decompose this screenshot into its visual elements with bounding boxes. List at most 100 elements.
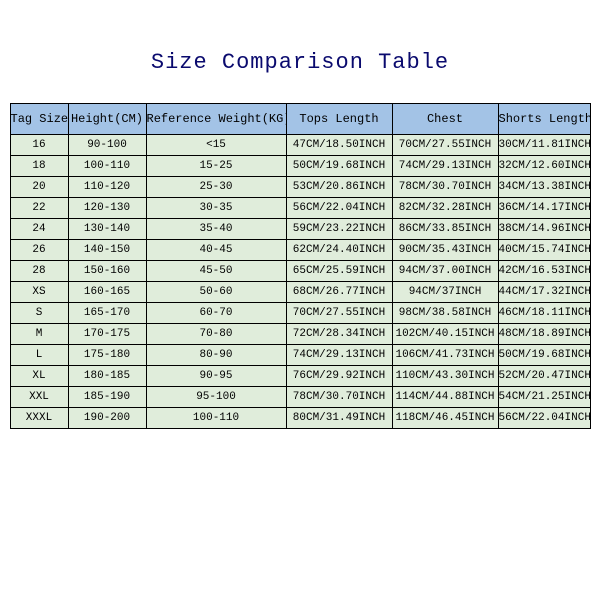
table-row: 20110-12025-3053CM/20.86INCH78CM/30.70IN… [10, 177, 590, 198]
table-cell: 28 [10, 261, 68, 282]
table-cell: 150-160 [68, 261, 146, 282]
table-cell: 50-60 [146, 282, 286, 303]
table-row: XS160-16550-6068CM/26.77INCH94CM/37INCH4… [10, 282, 590, 303]
table-cell: 52CM/20.47INCH [498, 366, 590, 387]
table-cell: 30CM/11.81INCH [498, 135, 590, 156]
table-cell: 36CM/14.17INCH [498, 198, 590, 219]
table-cell: 46CM/18.11INCH [498, 303, 590, 324]
table-header-row: Tag Size Height(CM) Reference Weight(KG)… [10, 104, 590, 135]
table-cell: 65CM/25.59INCH [286, 261, 392, 282]
table-body: 1690-100<1547CM/18.50INCH70CM/27.55INCH3… [10, 135, 590, 429]
table-row: XXL185-19095-10078CM/30.70INCH114CM/44.8… [10, 387, 590, 408]
table-cell: 54CM/21.25INCH [498, 387, 590, 408]
table-cell: 76CM/29.92INCH [286, 366, 392, 387]
table-cell: 59CM/23.22INCH [286, 219, 392, 240]
table-cell: 18 [10, 156, 68, 177]
table-row: L175-18080-9074CM/29.13INCH106CM/41.73IN… [10, 345, 590, 366]
col-reference-weight: Reference Weight(KG) [146, 104, 286, 135]
table-cell: XL [10, 366, 68, 387]
table-cell: 130-140 [68, 219, 146, 240]
table-row: S165-17060-7070CM/27.55INCH98CM/38.58INC… [10, 303, 590, 324]
table-row: M170-17570-8072CM/28.34INCH102CM/40.15IN… [10, 324, 590, 345]
table-cell: 175-180 [68, 345, 146, 366]
table-cell: 185-190 [68, 387, 146, 408]
table-cell: 102CM/40.15INCH [392, 324, 498, 345]
col-tops-length: Tops Length [286, 104, 392, 135]
table-row: 24130-14035-4059CM/23.22INCH86CM/33.85IN… [10, 219, 590, 240]
table-cell: 180-185 [68, 366, 146, 387]
table-cell: 15-25 [146, 156, 286, 177]
table-cell: 42CM/16.53INCH [498, 261, 590, 282]
table-cell: 140-150 [68, 240, 146, 261]
table-cell: 16 [10, 135, 68, 156]
table-cell: L [10, 345, 68, 366]
table-cell: 50CM/19.68INCH [498, 345, 590, 366]
table-cell: 24 [10, 219, 68, 240]
table-cell: 74CM/29.13INCH [392, 156, 498, 177]
table-cell: 90-100 [68, 135, 146, 156]
table-cell: 170-175 [68, 324, 146, 345]
table-cell: 26 [10, 240, 68, 261]
table-cell: 80-90 [146, 345, 286, 366]
table-cell: 53CM/20.86INCH [286, 177, 392, 198]
col-shorts-length: Shorts Length [498, 104, 590, 135]
table-cell: 38CM/14.96INCH [498, 219, 590, 240]
table-cell: 40-45 [146, 240, 286, 261]
table-cell: 110CM/43.30INCH [392, 366, 498, 387]
table-row: 1690-100<1547CM/18.50INCH70CM/27.55INCH3… [10, 135, 590, 156]
table-cell: 118CM/46.45INCH [392, 408, 498, 429]
table-cell: <15 [146, 135, 286, 156]
table-cell: 44CM/17.32INCH [498, 282, 590, 303]
table-cell: 25-30 [146, 177, 286, 198]
col-chest: Chest [392, 104, 498, 135]
table-cell: M [10, 324, 68, 345]
table-row: 18100-11015-2550CM/19.68INCH74CM/29.13IN… [10, 156, 590, 177]
table-cell: 94CM/37INCH [392, 282, 498, 303]
table-cell: 74CM/29.13INCH [286, 345, 392, 366]
table-cell: XS [10, 282, 68, 303]
table-cell: 78CM/30.70INCH [392, 177, 498, 198]
table-cell: 32CM/12.60INCH [498, 156, 590, 177]
table-cell: 50CM/19.68INCH [286, 156, 392, 177]
table-cell: 120-130 [68, 198, 146, 219]
table-cell: XXXL [10, 408, 68, 429]
table-cell: 45-50 [146, 261, 286, 282]
table-cell: 160-165 [68, 282, 146, 303]
table-cell: 110-120 [68, 177, 146, 198]
table-cell: 106CM/41.73INCH [392, 345, 498, 366]
table-cell: 34CM/13.38INCH [498, 177, 590, 198]
table-cell: 70CM/27.55INCH [392, 135, 498, 156]
table-row: 28150-16045-5065CM/25.59INCH94CM/37.00IN… [10, 261, 590, 282]
table-cell: 100-110 [146, 408, 286, 429]
col-height: Height(CM) [68, 104, 146, 135]
table-cell: 190-200 [68, 408, 146, 429]
table-row: XXXL190-200100-11080CM/31.49INCH118CM/46… [10, 408, 590, 429]
table-cell: 56CM/22.04INCH [498, 408, 590, 429]
table-cell: 35-40 [146, 219, 286, 240]
table-cell: 94CM/37.00INCH [392, 261, 498, 282]
table-cell: 100-110 [68, 156, 146, 177]
page-title: Size Comparison Table [0, 50, 600, 75]
size-table: Tag Size Height(CM) Reference Weight(KG)… [10, 103, 591, 429]
table-cell: 165-170 [68, 303, 146, 324]
table-cell: 78CM/30.70INCH [286, 387, 392, 408]
table-cell: 70-80 [146, 324, 286, 345]
table-cell: 98CM/38.58INCH [392, 303, 498, 324]
table-cell: 60-70 [146, 303, 286, 324]
table-cell: 72CM/28.34INCH [286, 324, 392, 345]
table-cell: 48CM/18.89INCH [498, 324, 590, 345]
table-cell: S [10, 303, 68, 324]
table-cell: 86CM/33.85INCH [392, 219, 498, 240]
table-cell: 82CM/32.28INCH [392, 198, 498, 219]
col-tag-size: Tag Size [10, 104, 68, 135]
table-cell: 30-35 [146, 198, 286, 219]
table-cell: 114CM/44.88INCH [392, 387, 498, 408]
table-cell: 62CM/24.40INCH [286, 240, 392, 261]
table-cell: 70CM/27.55INCH [286, 303, 392, 324]
table-row: 22120-13030-3556CM/22.04INCH82CM/32.28IN… [10, 198, 590, 219]
size-chart-container: Size Comparison Table Tag Size Height(CM… [0, 0, 600, 600]
table-cell: 56CM/22.04INCH [286, 198, 392, 219]
table-cell: 80CM/31.49INCH [286, 408, 392, 429]
table-row: 26140-15040-4562CM/24.40INCH90CM/35.43IN… [10, 240, 590, 261]
table-cell: 90-95 [146, 366, 286, 387]
